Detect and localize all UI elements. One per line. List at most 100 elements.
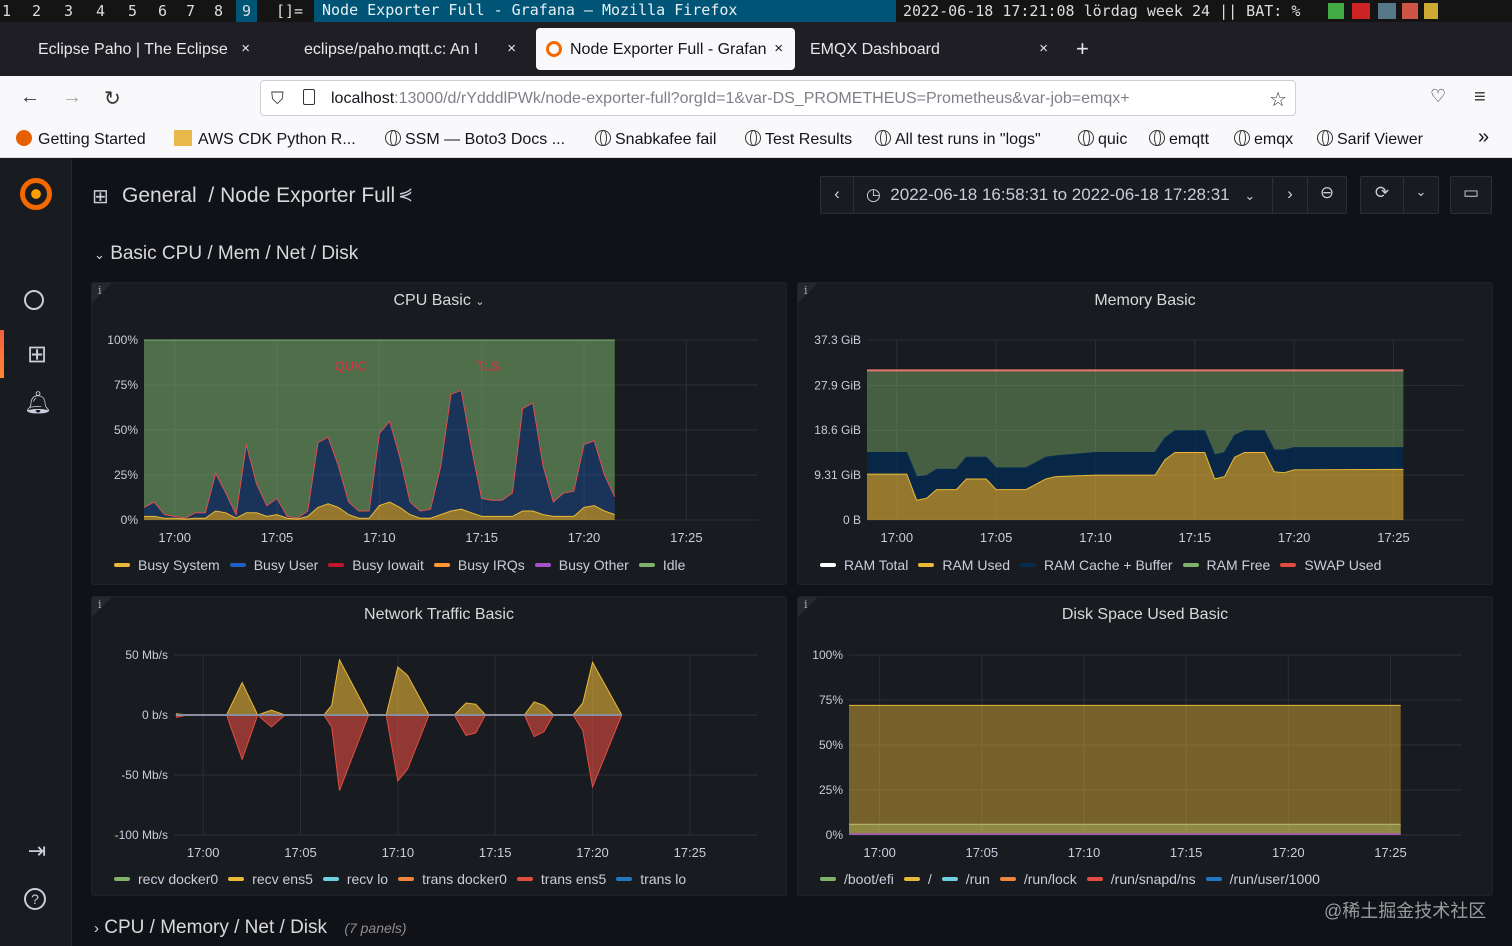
bookmark-snabkafee[interactable]: Snabkafee fail (595, 130, 716, 149)
close-icon[interactable]: × (507, 40, 516, 57)
grafana-logo-icon[interactable] (20, 178, 52, 210)
page-title[interactable]: Node Exporter Full (220, 184, 396, 207)
bookmark-sarif-viewer[interactable]: Sarif Viewer (1317, 130, 1423, 149)
x-tick-label: 17:10 (1068, 845, 1101, 860)
ram-used-area-line (867, 451, 1404, 501)
x-tick-label: 17:20 (1272, 845, 1305, 860)
legend-item[interactable]: trans lo (616, 871, 686, 887)
url-bar[interactable]: ⛉ localhost:13000/d/rYdddlPWk/node-expor… (260, 80, 1296, 116)
bookmark-test-results[interactable]: Test Results (745, 130, 852, 149)
dashboards-icon[interactable]: ⊞ (26, 341, 48, 368)
new-tab-button[interactable]: + (1076, 36, 1089, 61)
legend-item[interactable]: /run/snapd/ns (1086, 871, 1196, 887)
legend-item[interactable]: recv docker0 (114, 871, 218, 887)
bookmark-emqx[interactable]: emqx (1234, 130, 1293, 149)
panel-count: (7 panels) (344, 920, 407, 936)
bookmark-ssm[interactable]: SSM — Boto3 Docs ... (385, 130, 565, 149)
y-tick-label: 0 b/s (142, 708, 168, 722)
disk-chart: 0% 25% 50% 75% 100% 17:00 17:05 17:10 17:15 17:20… (812, 648, 1462, 860)
bookmark-getting-started[interactable]: Getting Started (16, 130, 146, 149)
workspace-9[interactable]: 9 (236, 0, 258, 22)
refresh-icon[interactable]: ⟳ (1360, 176, 1404, 214)
time-picker[interactable]: ◷ 2022-06-18 16:58:31 to 2022-06-18 17:2… (853, 176, 1273, 214)
share-icon[interactable]: ⋞ (398, 184, 414, 204)
legend-label: /run/snapd/ns (1110, 871, 1196, 887)
row-cpu-memory-net-disk[interactable]: › CPU / Memory / Net / Disk (7 panels) (94, 917, 407, 939)
legend-swatch (1182, 563, 1199, 567)
watermark: @稀土掘金技术社区 (1324, 901, 1487, 921)
bell-icon[interactable]: 🔔︎ (24, 390, 52, 415)
time-back-button[interactable]: ‹ (820, 176, 854, 214)
legend-item[interactable]: Busy User (229, 557, 318, 573)
panel-title[interactable]: CPU Basic ⌄ (393, 292, 485, 309)
legend-item[interactable]: RAM Cache + Buffer (1020, 557, 1173, 573)
legend-item[interactable]: /run/user/1000 (1205, 871, 1320, 887)
legend-swatch (918, 563, 935, 567)
forward-arrow-icon[interactable]: → (62, 86, 82, 108)
bookmark-quic[interactable]: quic (1078, 130, 1127, 149)
panel-title[interactable]: Network Traffic Basic (364, 606, 514, 623)
bookmark-aws-cdk[interactable]: AWS CDK Python R... (174, 130, 356, 149)
workspace-2[interactable]: 2 (32, 2, 42, 20)
tab-node-exporter[interactable]: Node Exporter Full - Grafana × (536, 28, 795, 70)
legend-item[interactable]: Busy IRQs (433, 557, 525, 573)
y-tick-label: 25% (819, 783, 843, 797)
time-forward-button[interactable]: › (1272, 176, 1308, 214)
pocket-icon[interactable]: ♡ (1430, 86, 1447, 106)
reload-icon[interactable]: ↻ (104, 88, 121, 110)
tv-mode-icon[interactable]: ▭ (1450, 176, 1492, 214)
globe-icon (1078, 130, 1094, 146)
legend-item[interactable]: / (903, 871, 932, 887)
legend-item[interactable]: SWAP Used (1280, 557, 1381, 573)
bookmark-star-icon[interactable]: ☆ (1269, 87, 1287, 112)
close-icon[interactable]: × (1039, 40, 1048, 57)
legend-item[interactable]: recv ens5 (228, 871, 313, 887)
workspace-7[interactable]: 7 (186, 2, 196, 20)
workspace-5[interactable]: 5 (128, 2, 138, 20)
tray-icons (1328, 3, 1508, 19)
menu-icon[interactable]: ≡ (1474, 86, 1486, 108)
legend-item[interactable]: Busy Iowait (328, 557, 424, 573)
legend-item[interactable]: /run/lock (999, 871, 1077, 887)
legend-item[interactable]: trans docker0 (398, 871, 507, 887)
sign-in-icon[interactable]: ⇥ (27, 838, 47, 863)
workspace-6[interactable]: 6 (158, 2, 168, 20)
refresh-interval-dropdown[interactable]: ⌄ (1403, 176, 1439, 214)
legend-item[interactable]: Idle (638, 557, 685, 573)
legend-item[interactable]: RAM Free (1182, 557, 1270, 573)
workspace-1[interactable]: 1 (2, 2, 12, 20)
back-arrow-icon[interactable]: ← (20, 86, 40, 108)
legend-item[interactable]: Busy System (114, 557, 220, 573)
grafana-sidebar: ⊞ 🔔︎ ⇥ ? (0, 158, 72, 946)
close-icon[interactable]: × (774, 40, 783, 57)
legend-item[interactable]: /boot/efi (820, 871, 894, 887)
zoom-out-icon[interactable]: ⊖ (1307, 176, 1347, 214)
legend-item[interactable]: recv lo (322, 871, 388, 887)
panel-title[interactable]: Disk Space Used Basic (1061, 606, 1229, 623)
workspace-8[interactable]: 8 (214, 2, 224, 20)
legend-item[interactable]: RAM Used (918, 557, 1010, 573)
workspace-4[interactable]: 4 (96, 2, 106, 20)
bookmark-all-test-runs[interactable]: All test runs in "logs" (875, 130, 1041, 149)
tab-eclipse-paho[interactable]: Eclipse Paho | The Eclipse × (14, 28, 262, 70)
help-icon[interactable]: ? (24, 888, 50, 914)
legend-item[interactable]: /run (941, 871, 990, 887)
y-tick-label: 9.31 GiB (814, 468, 861, 482)
legend-item[interactable]: Busy Other (534, 557, 629, 573)
panel-network-traffic-basic: i Network Traffic Basic -100 Mb/s -50 Mb/… (91, 596, 787, 896)
bookmark-emqtt[interactable]: emqtt (1149, 130, 1209, 149)
tab-paho-mqtt-c[interactable]: eclipse/paho.mqtt.c: An I × (280, 28, 528, 70)
x-tick-label: 17:25 (670, 530, 703, 545)
workspace-3[interactable]: 3 (64, 2, 74, 20)
y-tick-label: 75% (819, 693, 843, 707)
panel-title[interactable]: Memory Basic (1094, 292, 1196, 309)
search-icon[interactable] (24, 290, 50, 316)
bookmarks-overflow-button[interactable]: » (1478, 126, 1490, 148)
legend-item[interactable]: trans ens5 (516, 871, 606, 887)
row-basic-cpu-mem-net-disk[interactable]: ⌄ Basic CPU / Mem / Net / Disk (94, 243, 358, 265)
shield-icon[interactable]: ⛉ (271, 89, 284, 108)
tab-emqx-dashboard[interactable]: EMQX Dashboard × (796, 28, 1060, 70)
breadcrumb-folder[interactable]: General (122, 184, 197, 207)
legend-item[interactable]: RAM Total (820, 557, 908, 573)
close-icon[interactable]: × (241, 40, 250, 57)
